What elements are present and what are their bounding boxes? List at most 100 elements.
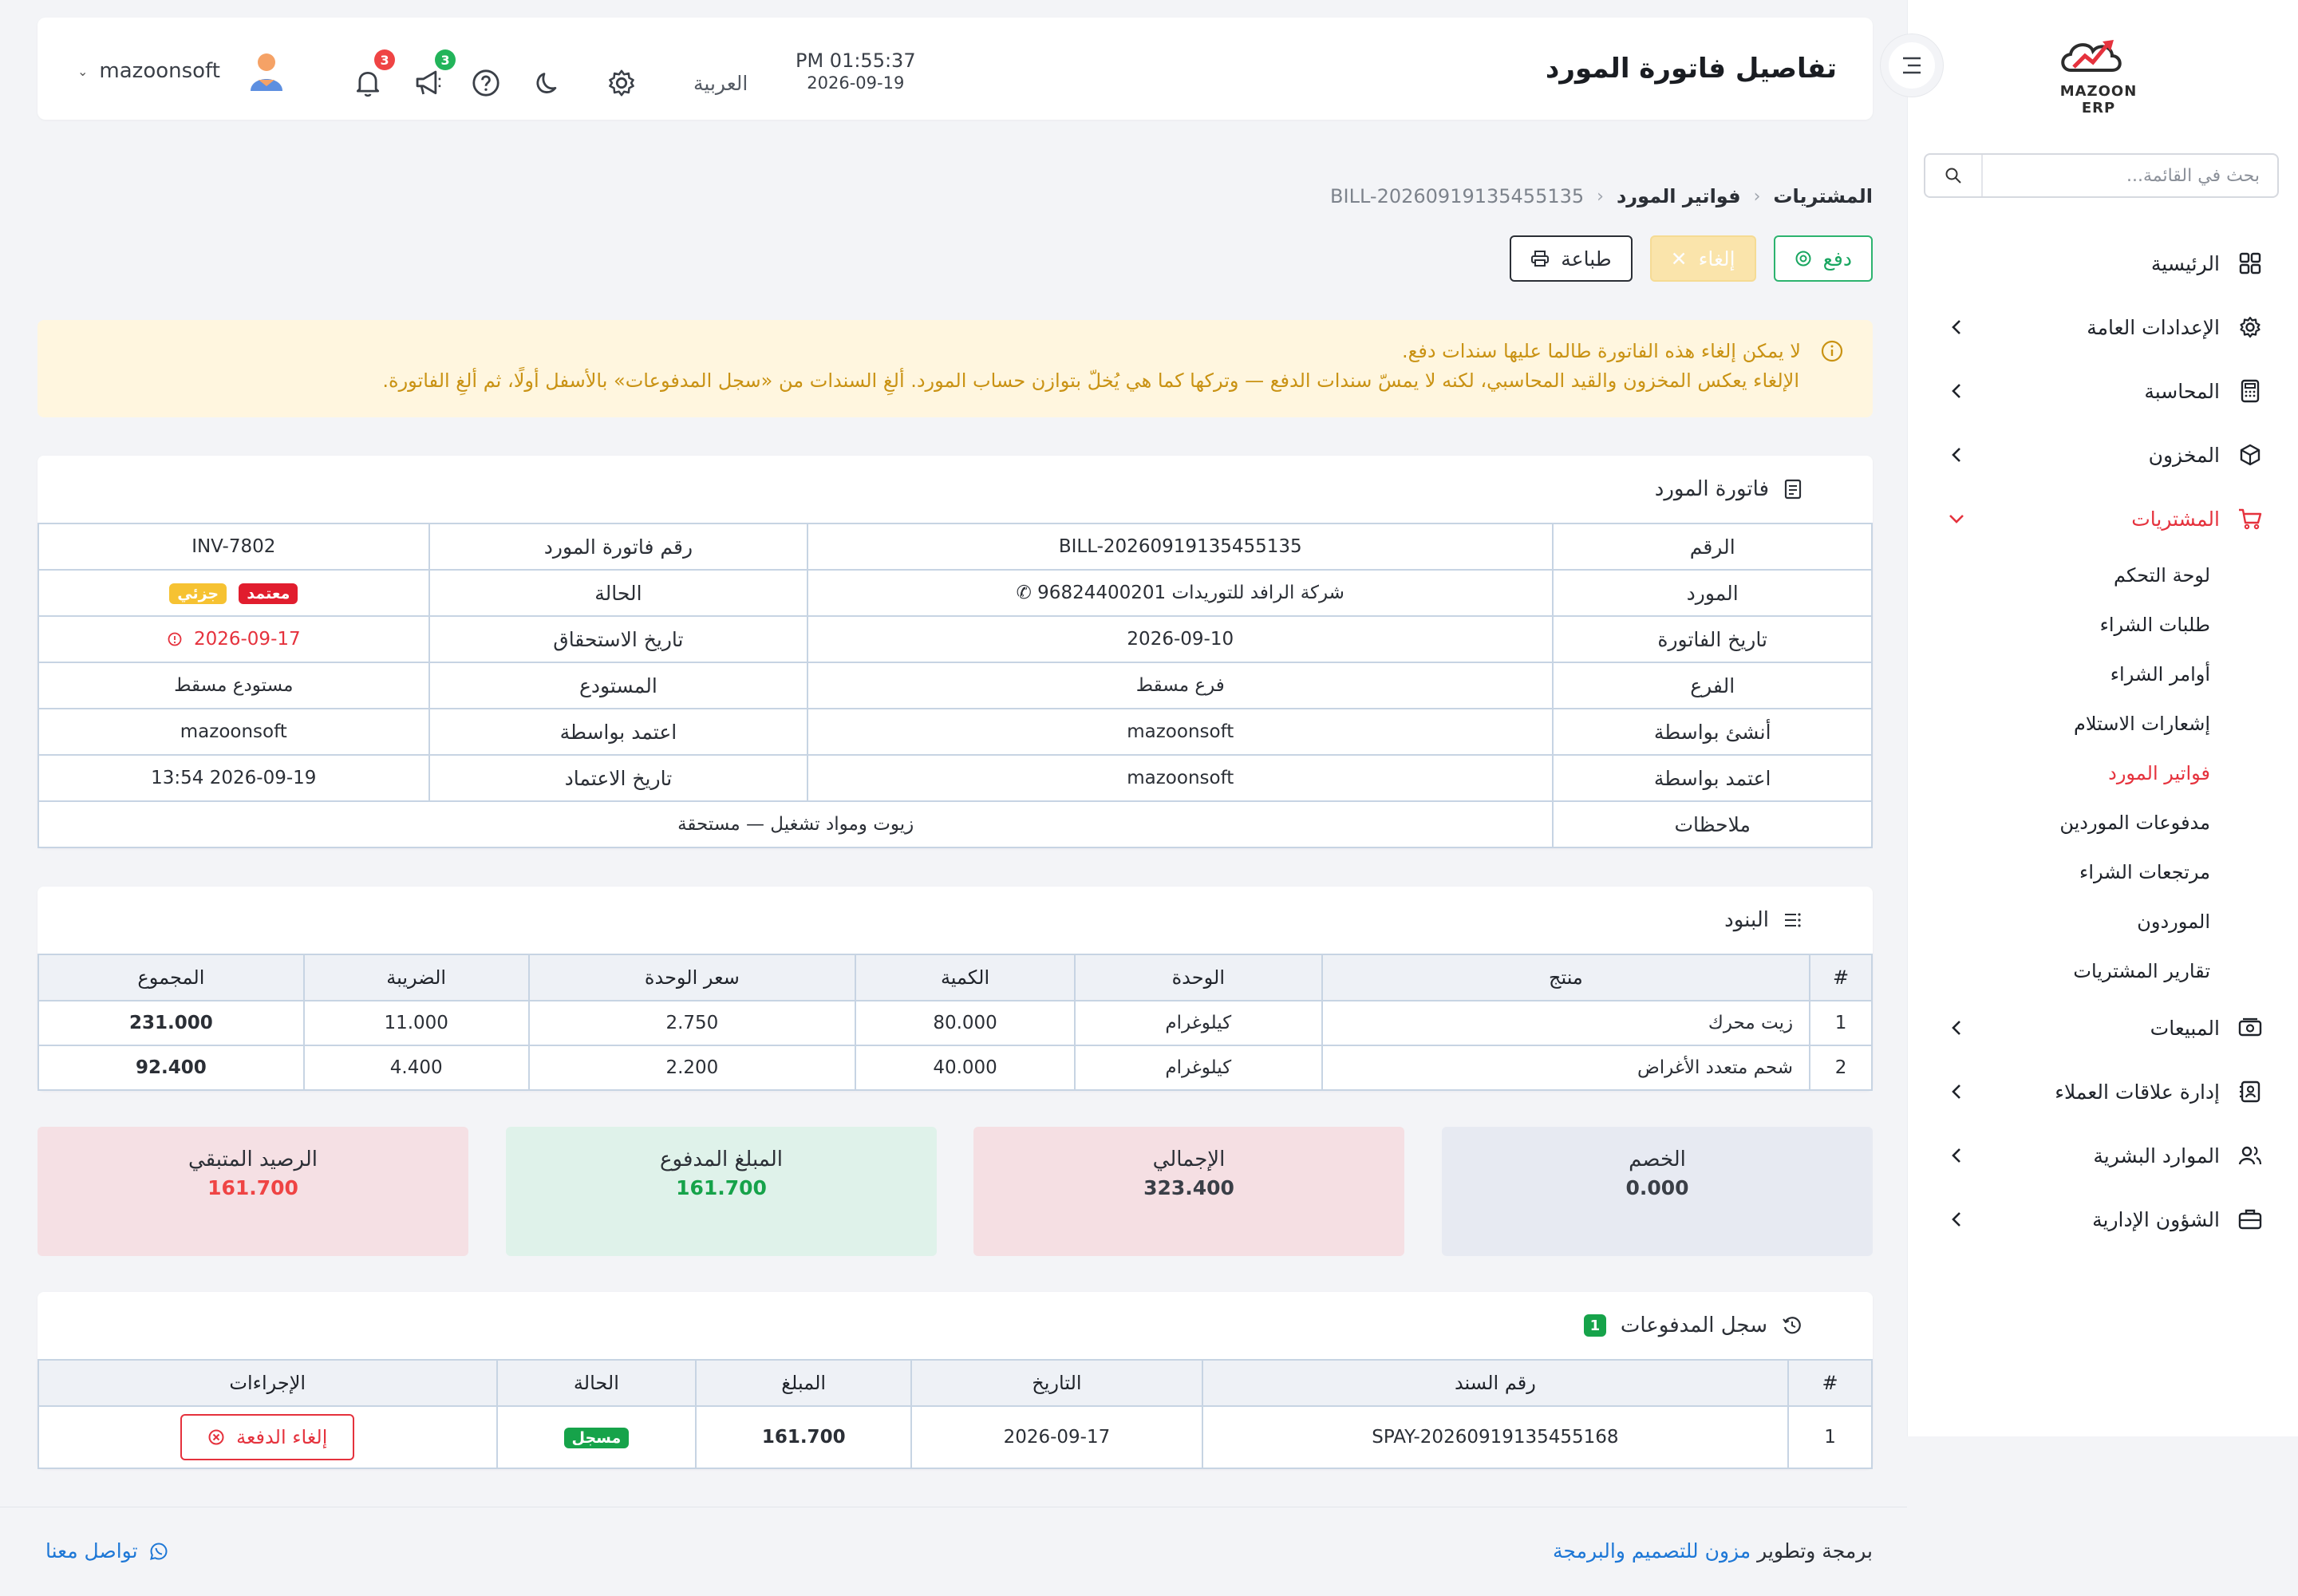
contacts-icon <box>2236 1077 2264 1106</box>
supplier-cell: شركة الرافد للتوريدات 96824400201 ✆ <box>807 569 1554 617</box>
sidebar-item-label: المشتريات <box>2131 507 2220 531</box>
sidebar-item-accounting[interactable]: المحاسبة <box>1907 359 2298 423</box>
summary-remaining-label: الرصيد المتبقي <box>188 1148 318 1171</box>
contact-us-link[interactable]: تواصل معنا <box>45 1539 168 1562</box>
list-icon <box>1785 913 1801 927</box>
breadcrumb-root[interactable]: المشتريات <box>1773 185 1873 207</box>
row-total: 92.400 <box>38 1045 305 1091</box>
cancel-circle-icon <box>208 1429 224 1445</box>
supplier-name[interactable]: شركة الرافد للتوريدات 96824400201 <box>1037 583 1344 603</box>
sidebar-toggle-button[interactable] <box>1881 34 1943 97</box>
summary-paid: المبلغ المدفوع 161.700 <box>506 1127 937 1256</box>
avatar <box>250 53 282 91</box>
sidebar-item-label: الإعدادات العامة <box>2087 315 2220 339</box>
sidebar-item-home[interactable]: الرئيسية <box>1907 231 2298 295</box>
pay-button-label: دفع <box>1822 247 1852 271</box>
pay-button[interactable]: دفع <box>1773 235 1873 282</box>
sidebar-item-crm[interactable]: إدارة علاقات العملاء <box>1907 1060 2298 1124</box>
status-badge: مسجل <box>563 1427 630 1448</box>
sidebar-item-purchases[interactable]: المشتريات <box>1907 487 2298 551</box>
chevron-left-icon <box>1947 318 1966 337</box>
cancel-bill-button[interactable]: إلغاء ✕ <box>1649 235 1756 282</box>
row-num: 1 <box>1809 1000 1873 1046</box>
sidebar-item-general-settings[interactable]: الإعدادات العامة <box>1907 295 2298 359</box>
bill-info-table: الرقم BILL-20260919135455135 رقم فاتورة … <box>37 523 1873 848</box>
summary-discount-value: 0.000 <box>1625 1176 1689 1199</box>
user-menu[interactable]: ⌄ mazoonsoft <box>77 49 286 93</box>
supplier-bill-no: INV-7802 <box>38 523 430 571</box>
approved-date-label: تاريخ الاعتماد <box>428 754 809 802</box>
chevron-down-icon <box>1947 509 1966 528</box>
phone-icon: ✆ <box>1016 583 1032 603</box>
row-total: 231.000 <box>38 1000 305 1046</box>
submenu-item-dashboard[interactable]: لوحة التحكم <box>2114 564 2210 587</box>
sidebar-nav: الرئيسية الإعدادات العامة المحاسبة المخز… <box>1907 231 2298 1251</box>
sidebar-item-admin-affairs[interactable]: الشؤون الإدارية <box>1907 1187 2298 1251</box>
clock-date: 2026-09-19 <box>807 73 905 93</box>
summary-total-label: الإجمالي <box>1152 1148 1226 1171</box>
row-unit: كيلوغرام <box>1073 1000 1323 1046</box>
announcements-button[interactable]: 3 <box>411 49 456 101</box>
language-switch[interactable]: العربية <box>693 72 748 95</box>
row-tax: 4.400 <box>302 1045 530 1091</box>
users-icon <box>2236 1141 2264 1170</box>
clock-time: PM 01:55:37 <box>796 49 916 72</box>
credit-link[interactable]: مزون للتصميم والبرمجة <box>1553 1539 1751 1562</box>
submenu-item-supplier-payments[interactable]: مدفوعات الموردين <box>2059 812 2210 834</box>
table-row: اعتمد بواسطة mazoonsoft تاريخ الاعتماد 2… <box>38 754 1873 802</box>
sidebar-item-hr[interactable]: الموارد البشرية <box>1907 1124 2298 1187</box>
table-header-row: # منتج الوحدة الكمية سعر الوحدة الضريبة … <box>38 954 1873 1001</box>
print-button-label: طباعة <box>1561 247 1612 271</box>
items-card-header: البنود <box>38 887 1873 954</box>
credit-prefix: برمجة وتطوير <box>1757 1539 1873 1562</box>
breadcrumb: المشتريات ‹ فواتير المورد ‹ BILL-2026091… <box>1330 185 1873 207</box>
menu-icon <box>1903 57 1921 74</box>
cancel-payment-button[interactable]: إلغاء الدفعة <box>180 1414 355 1460</box>
submenu-item-purchase-requests[interactable]: طلبات الشراء <box>2099 614 2210 636</box>
breadcrumb-separator-icon: ‹ <box>1597 186 1604 207</box>
submenu-item-purchase-orders[interactable]: أوامر الشراء <box>2110 663 2210 685</box>
sidebar-item-inventory[interactable]: المخزون <box>1907 423 2298 487</box>
payments-table: # رقم السند التاريخ المبلغ الحالة الإجرا… <box>38 1359 1873 1469</box>
dark-mode-toggle[interactable] <box>531 65 566 101</box>
help-circle-icon <box>472 69 499 97</box>
col-actions: الإجراءات <box>38 1359 498 1407</box>
col-amount: المبلغ <box>695 1359 913 1407</box>
row-voucher[interactable]: SPAY-20260919135455168 <box>1201 1405 1790 1469</box>
due-date-cell: 2026-09-17 <box>38 615 430 663</box>
summary-total: الإجمالي 323.400 <box>973 1127 1404 1256</box>
print-button[interactable]: طباعة <box>1510 235 1633 282</box>
megaphone-icon <box>416 70 441 95</box>
sidebar-search-button[interactable] <box>1925 155 1983 196</box>
col-num: # <box>1809 954 1873 1001</box>
submenu-item-receipt-notes[interactable]: إشعارات الاستلام <box>2073 713 2210 735</box>
approved-date: 2026-09-19 13:54 <box>38 754 430 802</box>
col-date: التاريخ <box>910 1359 1203 1407</box>
submenu-item-purchase-reports[interactable]: تقارير المشتريات <box>2073 960 2210 982</box>
chevron-left-icon <box>1947 1210 1966 1229</box>
sidebar-item-sales[interactable]: المبيعات <box>1907 996 2298 1060</box>
status-badge-approved: معتمد <box>239 583 298 604</box>
submenu-item-purchase-returns[interactable]: مرتجعات الشراء <box>2079 861 2210 883</box>
settings-button[interactable] <box>604 65 639 101</box>
submenu-item-supplier-bills[interactable]: فواتير المورد <box>2108 762 2210 784</box>
announcements-badge: 3 <box>435 49 456 70</box>
breadcrumb-section[interactable]: فواتير المورد <box>1616 185 1741 207</box>
footer: برمجة وتطوير مزون للتصميم والبرمجة تواصل… <box>0 1507 1907 1596</box>
username: mazoonsoft <box>99 59 220 83</box>
row-qty: 80.000 <box>855 1000 1076 1046</box>
search-icon <box>1945 168 1961 184</box>
contact-label: تواصل معنا <box>45 1539 138 1562</box>
due-date-label: تاريخ الاستحقاق <box>428 615 809 663</box>
info-icon <box>1821 340 1843 362</box>
table-row: 1 زيت محرك كيلوغرام 80.000 2.750 11.000 … <box>38 1000 1873 1046</box>
app-logo[interactable]: MAZOON ERP <box>2043 32 2154 117</box>
submenu-item-suppliers[interactable]: الموردون <box>2137 911 2210 933</box>
breadcrumb-separator-icon: ‹ <box>1753 186 1761 207</box>
row-price: 2.750 <box>527 1000 857 1046</box>
row-product: زيت محرك <box>1321 1000 1811 1046</box>
help-button[interactable] <box>468 65 503 101</box>
bill-number: BILL-20260919135455135 <box>807 523 1554 571</box>
notifications-button[interactable]: 3 <box>350 49 395 101</box>
sidebar-search-input[interactable] <box>1983 155 2277 196</box>
